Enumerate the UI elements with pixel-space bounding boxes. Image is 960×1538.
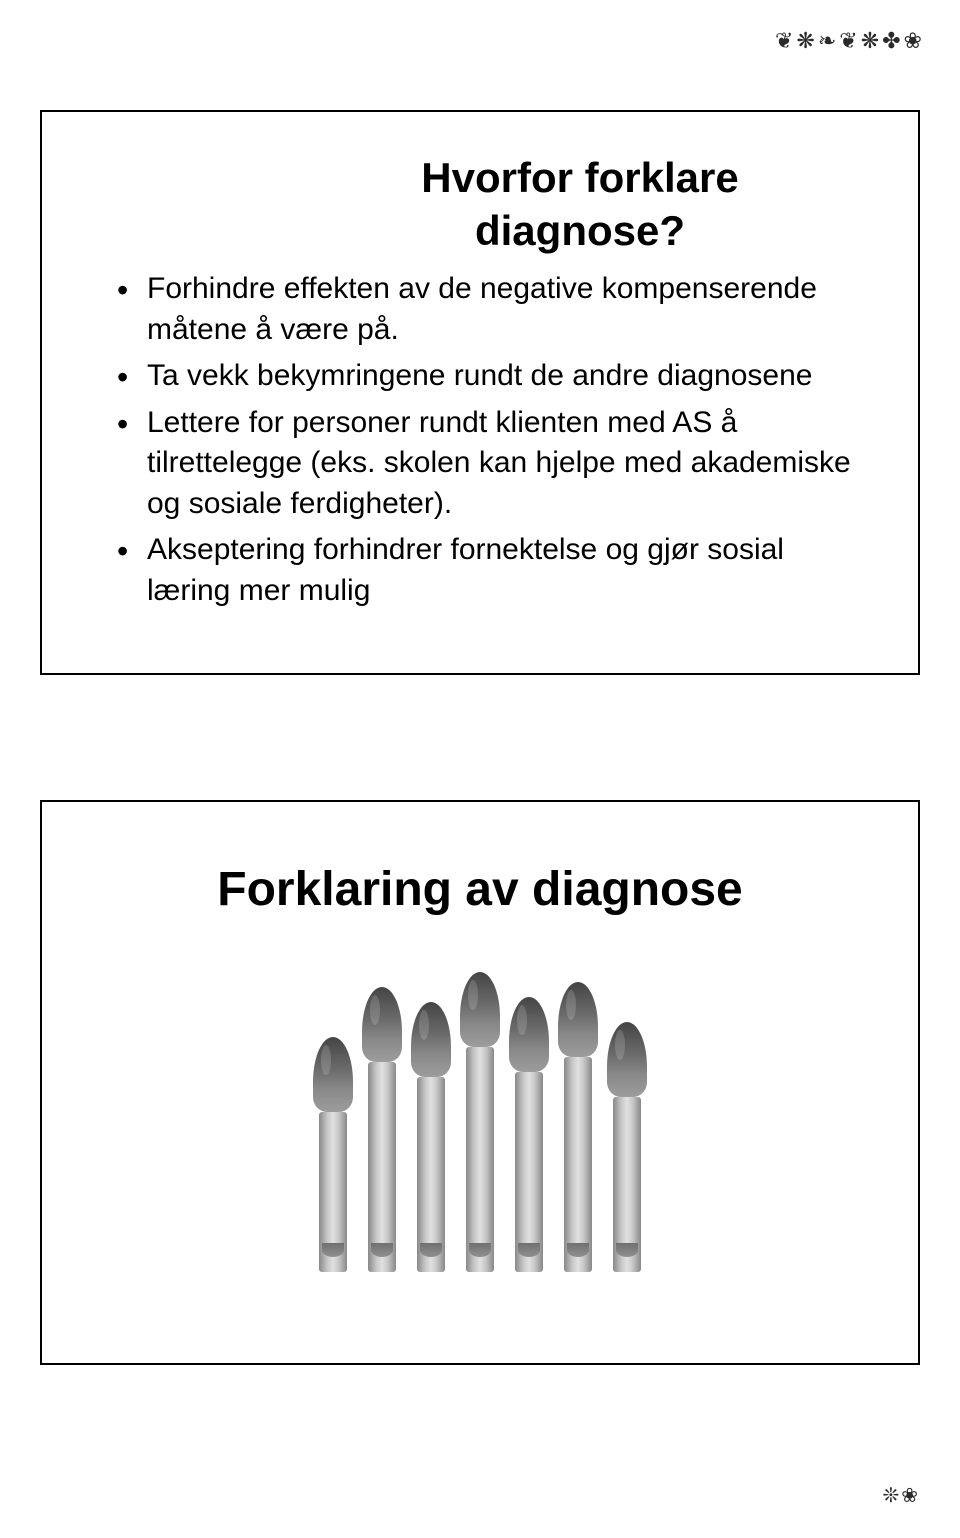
asparagus-stalk-icon — [508, 997, 550, 1272]
slide-2: Forklaring av diagnose — [40, 800, 920, 1365]
page-number: ❊❀ — [882, 1483, 920, 1508]
bullet-item: Lettere for personer rundt klienten med … — [117, 403, 863, 525]
title-line-2: diagnose? — [475, 207, 685, 254]
title-line-1: Hvorfor forklare — [421, 154, 738, 201]
asparagus-stalk-icon — [606, 1022, 648, 1272]
header-decoration: ❦❋❧❦❋✤❀ — [775, 28, 925, 54]
slide-1: Hvorfor forklare diagnose? Forhindre eff… — [40, 110, 920, 675]
bullet-item: Akseptering forhindrer fornektelse og gj… — [117, 530, 863, 611]
bullet-list: Forhindre effekten av de negative kompen… — [97, 269, 863, 611]
asparagus-stalk-icon — [312, 1037, 354, 1272]
bullet-item: Forhindre effekten av de negative kompen… — [117, 269, 863, 350]
asparagus-image — [270, 952, 690, 1272]
asparagus-stalk-icon — [410, 1002, 452, 1272]
asparagus-stalk-icon — [459, 972, 501, 1272]
bullet-item: Ta vekk bekymringene rundt de andre diag… — [117, 356, 863, 397]
slide-1-title: Hvorfor forklare diagnose? — [327, 152, 833, 257]
asparagus-stalk-icon — [557, 982, 599, 1272]
asparagus-stalk-icon — [361, 987, 403, 1272]
slide-2-title: Forklaring av diagnose — [97, 862, 863, 917]
